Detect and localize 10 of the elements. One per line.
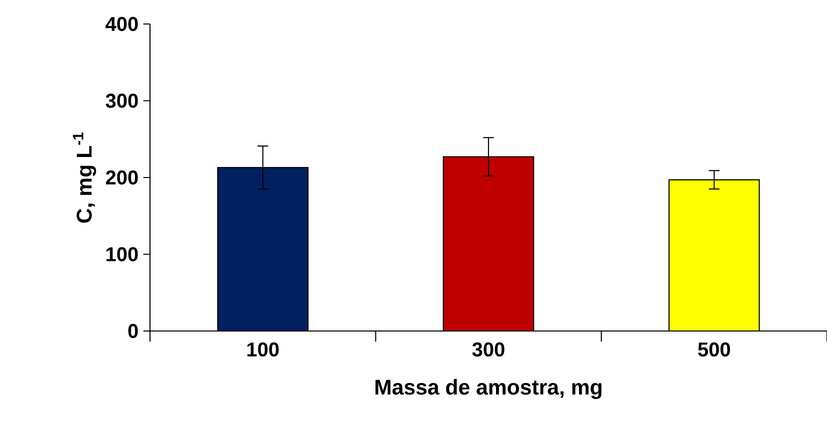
y-tick-label: 300 — [106, 94, 138, 108]
y-axis-title: C, mg L$^{-1}$ — [72, 132, 96, 223]
x-tick-label: 500 — [698, 342, 730, 357]
y-tick-label: 0 — [128, 324, 138, 338]
y-tick-label: 100 — [106, 247, 138, 262]
y-tick-label: 400 — [106, 16, 138, 32]
x-axis-title: Massa de amostra, mg — [376, 379, 602, 400]
x-tick-label: 100 — [247, 342, 279, 357]
y-tick-label: 200 — [106, 170, 138, 185]
x-tick-label: 300 — [472, 342, 504, 357]
